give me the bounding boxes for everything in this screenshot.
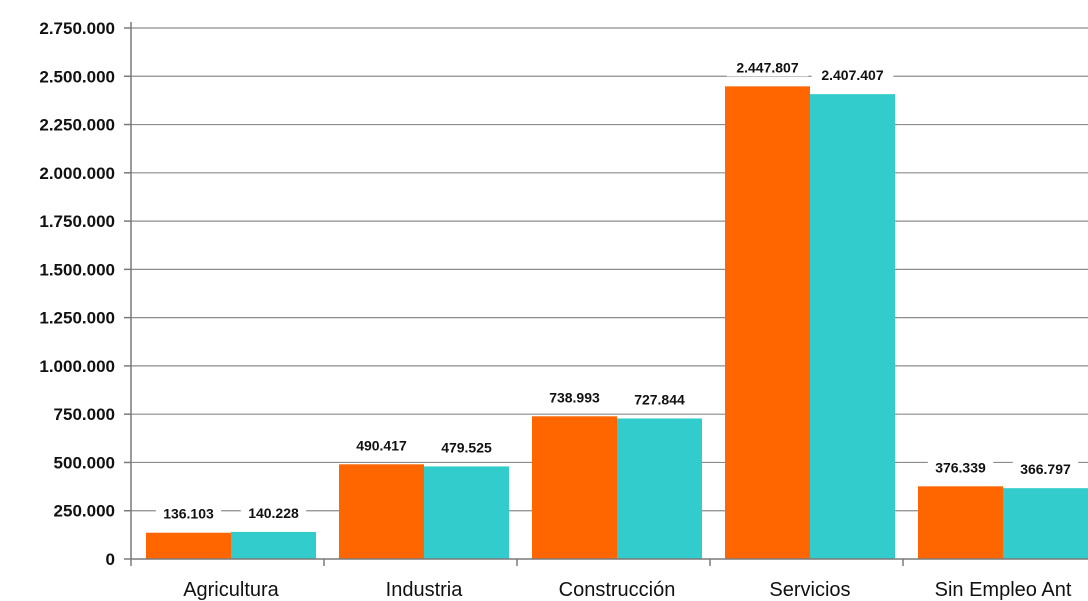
data-labels: 136.103 140.228 490.417 479.525 738.993 727.8… [155, 58, 1079, 523]
x-axis-categories: Agricultura Industria Construcción Servicio… [183, 579, 1072, 601]
x-category-label: Industria [386, 579, 464, 601]
x-category-label: Sin Empleo Ant [935, 579, 1072, 601]
bar [231, 531, 316, 559]
bar [424, 466, 509, 559]
y-axis-ticks: 0 250.000 500.000 750.000 1.000.000 1.250.000… [39, 19, 131, 569]
data-label-background [1012, 460, 1079, 479]
data-label-background [811, 66, 894, 85]
axes [130, 22, 1088, 566]
bars [146, 86, 1088, 560]
data-label-background [348, 436, 415, 455]
data-label-background [541, 388, 608, 407]
y-tick-label: 2.500.000 [39, 67, 115, 86]
bar [146, 532, 231, 559]
bar [617, 418, 702, 559]
y-tick-label: 1.750.000 [39, 212, 115, 231]
data-label: 376.339 [935, 459, 986, 475]
data-label-background [155, 504, 222, 523]
bar [339, 464, 424, 559]
y-tick-label: 1.000.000 [39, 357, 115, 376]
y-tick-label: 750.000 [54, 405, 115, 424]
data-label-background [433, 438, 500, 457]
data-label: 490.417 [356, 437, 407, 453]
bar [1003, 488, 1088, 559]
data-label-background [626, 390, 693, 409]
data-label: 2.447.807 [736, 59, 798, 75]
data-label: 727.844 [634, 391, 685, 407]
y-tick-label: 1.250.000 [39, 309, 115, 328]
data-label: 136.103 [163, 506, 214, 522]
y-tick-label: 250.000 [54, 502, 115, 521]
x-category-label: Servicios [769, 579, 850, 601]
data-label: 479.525 [441, 439, 492, 455]
y-tick-label: 2.750.000 [39, 19, 115, 38]
y-tick-label: 0 [106, 550, 115, 569]
gridlines [131, 27, 1088, 512]
x-category-label: Construcción [559, 579, 676, 601]
data-label-background [240, 503, 307, 522]
y-tick-label: 1.500.000 [39, 260, 115, 279]
data-label: 738.993 [549, 389, 600, 405]
bar [725, 86, 810, 560]
data-label: 366.797 [1020, 461, 1071, 477]
y-tick-label: 2.250.000 [39, 116, 115, 135]
data-label-background [927, 458, 994, 477]
x-category-label: Agricultura [183, 579, 279, 601]
bar [810, 94, 895, 559]
data-label: 140.228 [248, 505, 299, 521]
y-tick-label: 500.000 [54, 453, 115, 472]
y-tick-label: 2.000.000 [39, 164, 115, 183]
data-label: 2.407.407 [821, 67, 883, 83]
bar [532, 416, 617, 559]
data-label-background [726, 58, 809, 77]
bar [918, 486, 1003, 559]
